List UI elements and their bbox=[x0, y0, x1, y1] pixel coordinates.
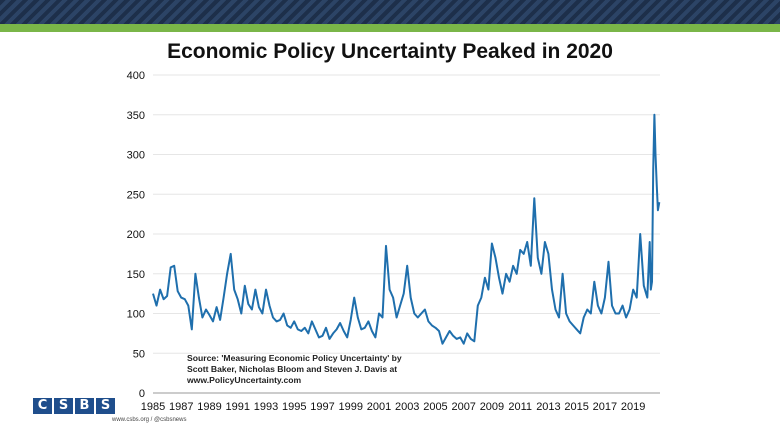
x-tick-label: 2011 bbox=[508, 401, 532, 413]
gridlines bbox=[153, 74, 660, 354]
csbs-logo: C S B S bbox=[33, 398, 115, 414]
x-tick-label: 2005 bbox=[423, 401, 447, 413]
x-tick-label: 1991 bbox=[225, 401, 249, 413]
top-banner bbox=[0, 0, 780, 24]
y-tick-label: 50 bbox=[133, 348, 145, 360]
logo-letter: B bbox=[75, 398, 94, 414]
chart-title: Economic Policy Uncertainty Peaked in 20… bbox=[167, 40, 613, 63]
logo-subtext: www.csbs.org / @csbsnews bbox=[112, 417, 187, 423]
logo-letter: S bbox=[96, 398, 115, 414]
source-line: www.PolicyUncertainty.com bbox=[187, 375, 302, 385]
x-tick-label: 2001 bbox=[367, 401, 391, 413]
x-axis-ticks: 1985 1987 1989 1991 1993 1995 1997 1999 2001 2003… bbox=[141, 401, 646, 413]
x-tick-label: 1997 bbox=[310, 401, 334, 413]
source-line: Source: 'Measuring Economic Policy Uncer… bbox=[187, 353, 402, 363]
x-tick-label: 1985 bbox=[141, 401, 165, 413]
x-tick-label: 2013 bbox=[536, 401, 560, 413]
x-tick-label: 1987 bbox=[169, 401, 193, 413]
y-axis-ticks: 0 50 100 150 200 250 300 350 400 bbox=[127, 70, 145, 400]
x-tick-label: 1989 bbox=[197, 401, 221, 413]
x-tick-label: 1993 bbox=[254, 401, 278, 413]
y-tick-label: 200 bbox=[127, 229, 145, 241]
y-tick-label: 350 bbox=[127, 110, 145, 122]
y-tick-label: 0 bbox=[139, 388, 145, 400]
accent-bar bbox=[0, 24, 780, 32]
y-tick-label: 300 bbox=[127, 150, 145, 162]
x-tick-label: 2017 bbox=[593, 401, 617, 413]
source-annotation: Source: 'Measuring Economic Policy Uncer… bbox=[187, 353, 417, 386]
x-tick-label: 2007 bbox=[451, 401, 475, 413]
x-tick-label: 2003 bbox=[395, 401, 419, 413]
x-tick-label: 2015 bbox=[564, 401, 588, 413]
y-tick-label: 100 bbox=[127, 309, 145, 321]
x-tick-label: 2009 bbox=[480, 401, 504, 413]
y-tick-label: 250 bbox=[127, 189, 145, 201]
x-tick-label: 1999 bbox=[338, 401, 362, 413]
logo-letter: C bbox=[33, 398, 52, 414]
series-line-epu bbox=[152, 113, 661, 345]
logo-letter: S bbox=[54, 398, 73, 414]
y-tick-label: 150 bbox=[127, 269, 145, 281]
x-tick-label: 1995 bbox=[282, 401, 306, 413]
source-line: Scott Baker, Nicholas Bloom and Steven J… bbox=[187, 364, 398, 374]
y-tick-label: 400 bbox=[127, 70, 145, 82]
x-tick-label: 2019 bbox=[621, 401, 645, 413]
